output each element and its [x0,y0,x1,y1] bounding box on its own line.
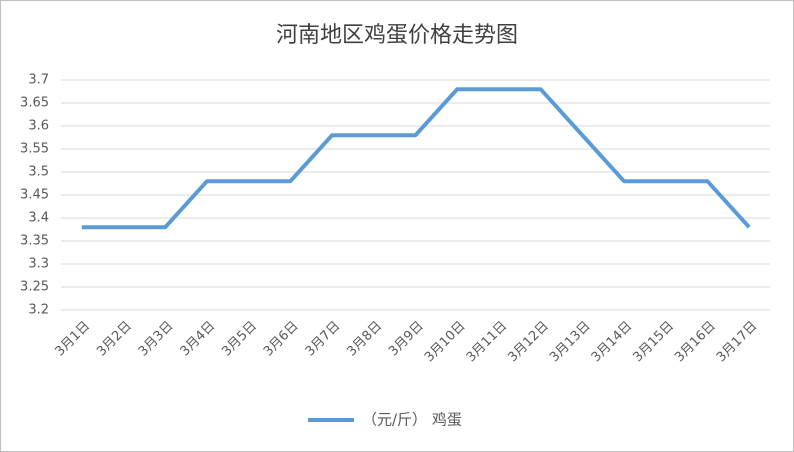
y-tick-label: 3.7 [28,73,49,88]
y-tick-label: 3.2 [28,303,49,318]
y-tick-label: 3.4 [28,211,49,226]
y-tick-label: 3.65 [20,96,49,111]
y-tick-label: 3.25 [20,280,49,295]
y-tick-label: 3.55 [20,142,49,157]
chart-title: 河南地区鸡蛋价格走势图 [276,23,518,48]
y-tick-label: 3.6 [28,119,49,134]
y-tick-label: 3.45 [20,188,49,203]
y-tick-label: 3.3 [28,257,49,272]
y-tick-label: 3.5 [28,165,49,180]
line [81,87,751,230]
y-tick-label: 3.35 [20,234,49,249]
legend-label: （元/斤） 鸡蛋 [362,411,462,429]
